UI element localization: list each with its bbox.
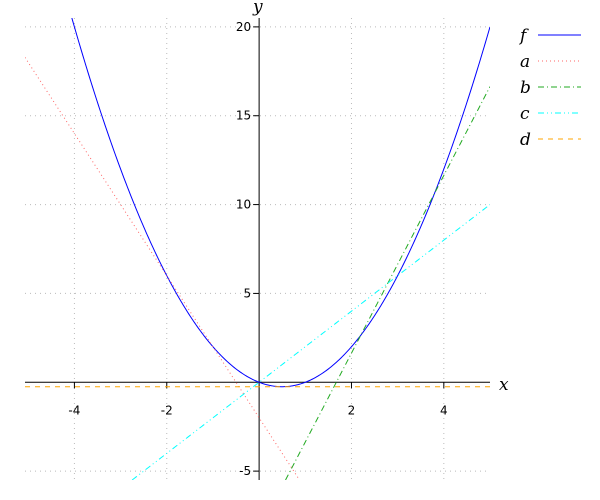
y-tick-label: 10 — [236, 198, 251, 212]
tick-labels: -4 -2 2 4 -5 5 10 15 20 — [68, 20, 447, 478]
y-tick-label: -5 — [239, 464, 251, 478]
y-tick-label: 15 — [236, 109, 251, 123]
y-tick-label: 5 — [243, 286, 251, 300]
series-line-a — [25, 57, 300, 480]
series-line-c — [131, 204, 490, 480]
legend-label-b: b — [520, 78, 531, 98]
y-tick-label: 20 — [236, 20, 251, 34]
series-line-f — [71, 18, 490, 388]
x-tick-label: 2 — [348, 403, 356, 417]
legend-label-c: c — [520, 104, 530, 124]
series-line-b — [285, 86, 490, 480]
x-axis-label: x — [499, 375, 509, 395]
y-axis-label: y — [252, 0, 263, 17]
x-tick-label: -2 — [161, 403, 173, 417]
legend-label-d: d — [520, 130, 531, 150]
axes — [25, 18, 490, 480]
series-lines — [25, 18, 490, 480]
legend-label-a: a — [520, 52, 530, 72]
x-tick-label: -4 — [68, 403, 80, 417]
x-tick-label: 4 — [440, 403, 448, 417]
grid — [25, 18, 490, 480]
legend-label-f: f — [518, 26, 529, 46]
